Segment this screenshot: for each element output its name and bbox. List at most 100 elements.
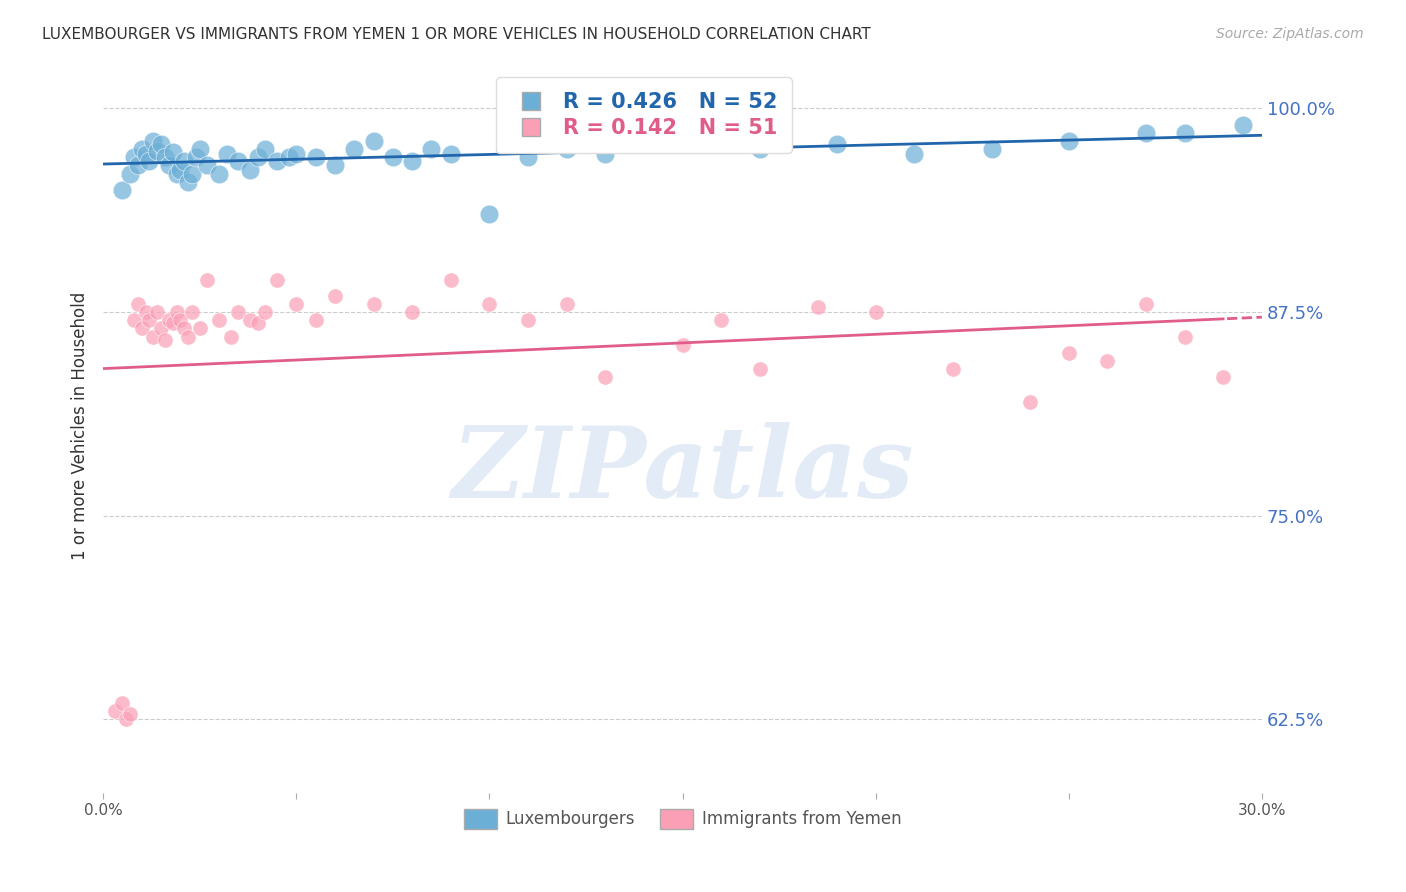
Point	[177, 329, 200, 343]
Point	[363, 297, 385, 311]
Point	[162, 317, 184, 331]
Point	[478, 207, 501, 221]
Point	[127, 297, 149, 311]
Point	[1019, 394, 1042, 409]
Point	[184, 150, 207, 164]
Point	[239, 163, 262, 178]
Point	[593, 147, 616, 161]
Point	[266, 153, 288, 168]
Point	[228, 153, 250, 168]
Point	[120, 167, 142, 181]
Point	[254, 305, 277, 319]
Legend: Luxembourgers, Immigrants from Yemen: Luxembourgers, Immigrants from Yemen	[457, 802, 908, 836]
Point	[710, 313, 733, 327]
Point	[1097, 354, 1119, 368]
Point	[111, 696, 134, 710]
Point	[593, 370, 616, 384]
Point	[942, 362, 965, 376]
Point	[122, 150, 145, 164]
Point	[748, 362, 770, 376]
Point	[122, 313, 145, 327]
Point	[555, 142, 578, 156]
Point	[401, 153, 423, 168]
Text: Source: ZipAtlas.com: Source: ZipAtlas.com	[1216, 27, 1364, 41]
Point	[169, 313, 191, 327]
Point	[115, 712, 138, 726]
Point	[153, 333, 176, 347]
Point	[1212, 370, 1234, 384]
Point	[135, 305, 157, 319]
Point	[304, 150, 326, 164]
Point	[825, 137, 848, 152]
Point	[980, 142, 1002, 156]
Point	[146, 144, 169, 158]
Text: LUXEMBOURGER VS IMMIGRANTS FROM YEMEN 1 OR MORE VEHICLES IN HOUSEHOLD CORRELATIO: LUXEMBOURGER VS IMMIGRANTS FROM YEMEN 1 …	[42, 27, 870, 42]
Point	[173, 153, 195, 168]
Point	[162, 145, 184, 160]
Point	[440, 147, 463, 161]
Point	[633, 137, 655, 152]
Point	[138, 313, 160, 327]
Point	[401, 305, 423, 319]
Point	[285, 297, 308, 311]
Point	[343, 142, 366, 156]
Point	[1174, 329, 1197, 343]
Point	[246, 150, 269, 164]
Point	[254, 142, 277, 156]
Point	[197, 159, 219, 173]
Point	[135, 147, 157, 161]
Point	[381, 150, 404, 164]
Point	[285, 147, 308, 161]
Point	[478, 297, 501, 311]
Point	[903, 147, 925, 161]
Point	[323, 289, 346, 303]
Point	[304, 313, 326, 327]
Point	[266, 272, 288, 286]
Point	[517, 313, 540, 327]
Point	[239, 313, 262, 327]
Point	[142, 134, 165, 148]
Point	[150, 321, 173, 335]
Point	[671, 337, 693, 351]
Point	[157, 159, 180, 173]
Point	[807, 300, 830, 314]
Point	[142, 329, 165, 343]
Point	[146, 305, 169, 319]
Point	[363, 134, 385, 148]
Point	[1135, 126, 1157, 140]
Point	[323, 159, 346, 173]
Point	[188, 142, 211, 156]
Point	[177, 175, 200, 189]
Point	[208, 313, 231, 327]
Y-axis label: 1 or more Vehicles in Household: 1 or more Vehicles in Household	[72, 292, 89, 560]
Point	[181, 305, 204, 319]
Point	[219, 329, 242, 343]
Point	[181, 167, 204, 181]
Point	[188, 321, 211, 335]
Point	[197, 272, 219, 286]
Point	[228, 305, 250, 319]
Point	[1174, 126, 1197, 140]
Point	[1232, 118, 1254, 132]
Point	[277, 150, 299, 164]
Point	[166, 167, 188, 181]
Point	[166, 305, 188, 319]
Point	[517, 150, 540, 164]
Point	[246, 317, 269, 331]
Point	[208, 167, 231, 181]
Point	[1057, 346, 1080, 360]
Point	[131, 321, 153, 335]
Point	[131, 142, 153, 156]
Text: ZIPatlas: ZIPatlas	[451, 422, 914, 518]
Point	[169, 163, 191, 178]
Point	[173, 321, 195, 335]
Point	[104, 704, 127, 718]
Point	[157, 313, 180, 327]
Point	[111, 183, 134, 197]
Point	[138, 153, 160, 168]
Point	[748, 142, 770, 156]
Point	[1057, 134, 1080, 148]
Point	[1135, 297, 1157, 311]
Point	[420, 142, 443, 156]
Point	[865, 305, 887, 319]
